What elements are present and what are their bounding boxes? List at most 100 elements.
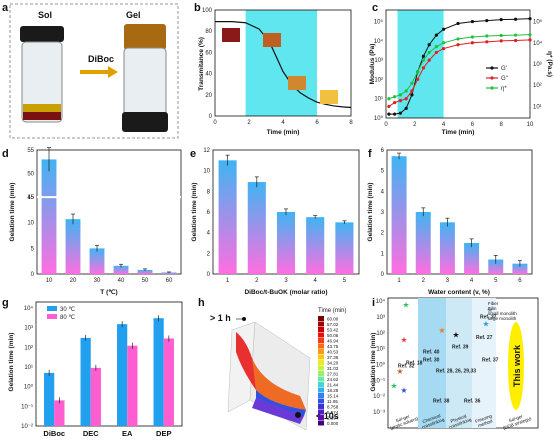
c-point-0	[470, 19, 474, 24]
e-bar	[276, 212, 296, 274]
i-y-tick: 10⁰	[376, 362, 386, 369]
c-point-2	[485, 34, 489, 38]
c-point-1	[416, 77, 420, 82]
f-x-tick: 6	[518, 278, 522, 284]
f-x-tick: 5	[494, 278, 498, 284]
c-y-label: Modulus (Pa)	[369, 44, 376, 85]
e-y-tick: 8	[207, 189, 211, 195]
f-y-tick: 5	[381, 169, 385, 175]
c-point-0	[387, 112, 391, 116]
i-y-label: Gelation time (min)	[370, 333, 377, 392]
c-x-label: Time (min)	[442, 129, 475, 136]
i-data-marker: ★	[486, 305, 493, 314]
h-colorbar-label: 27.81	[327, 372, 339, 377]
b-inset-photo-2	[263, 33, 281, 47]
e-y-tick: 4	[207, 231, 211, 237]
i-ref-label: Ref. 38	[433, 399, 450, 405]
e-bar	[335, 222, 354, 274]
c-point-1	[514, 38, 518, 43]
d-bar	[113, 265, 129, 274]
c-point-0	[514, 17, 518, 21]
c-point-0	[528, 17, 532, 21]
c-x-tick: 0	[384, 122, 388, 128]
i-ref-label: Ref. 37	[480, 315, 497, 321]
f-bar	[391, 156, 407, 274]
c-legend-label-0: G'	[501, 66, 507, 72]
f-y-label: Gelation time (min)	[367, 183, 374, 242]
d-y-tick: 0	[31, 272, 35, 278]
i-ref-label: Ref. 40	[423, 349, 440, 355]
d-plot-frame	[36, 149, 182, 275]
d-x-tick: 10	[46, 278, 53, 284]
c-point-1	[404, 97, 408, 101]
g-y-tick: 10²	[24, 345, 33, 351]
h-colorbar-label: 31.03	[327, 366, 339, 371]
i-ref-label: Ref. 37	[482, 357, 499, 363]
f-y-tick: 2	[381, 231, 385, 237]
c-x-tick: 6	[471, 122, 475, 128]
c-point-1	[387, 104, 391, 109]
panel-label-e: e	[190, 148, 196, 160]
f-y-tick: 4	[381, 189, 385, 195]
panel-label-a: a	[2, 2, 9, 14]
diboc-arrow-label: DiBoc	[88, 54, 114, 64]
c-y-right-label: η* (Pa.s)	[546, 51, 553, 77]
g-bar	[44, 372, 55, 426]
c-point-1	[442, 46, 446, 51]
gel-label: Gel	[126, 10, 141, 20]
b-inset-photo-3	[288, 76, 306, 90]
sol-vial-image	[20, 26, 64, 123]
c-y-tick: 10⁴	[374, 38, 384, 45]
g-legend-swatch-30	[47, 306, 57, 311]
i-x-tick: Freezing	[474, 413, 493, 424]
i-y-tick: 10⁻²	[373, 394, 385, 400]
f-y-tick: 0	[381, 272, 385, 278]
d-y-tick: 50	[27, 172, 34, 178]
c-point-0	[404, 106, 408, 110]
h-colorbar-swatch	[318, 365, 324, 371]
e-y-tick: 10	[203, 169, 210, 175]
c-legend: G' G'' η*	[486, 66, 508, 92]
c-point-2	[416, 70, 420, 74]
h-colorbar-label: 15.14	[327, 394, 339, 399]
i-data-marker: ★	[396, 367, 403, 376]
c-y-tick: 10³	[374, 58, 383, 64]
e-x-tick: 1	[226, 278, 230, 284]
c-legend-marker-2	[490, 86, 494, 90]
g-bar	[153, 318, 164, 426]
c-point-2	[421, 58, 426, 62]
e-x-tick: 2	[255, 278, 259, 284]
i-y-tick: 10¹	[376, 347, 385, 353]
b-y-label: Transmitance (%)	[198, 37, 205, 91]
g-plot-frame	[35, 301, 183, 427]
c-point-1	[528, 38, 532, 42]
h-colorbar-swatch	[318, 376, 324, 382]
b-inset-photo-1	[222, 28, 240, 42]
d-y-tick: 10	[27, 221, 34, 227]
c-legend-marker-1	[490, 76, 494, 80]
h-colorbar-label: 53.42	[327, 328, 339, 333]
e-y-label: Gelation time (min)	[191, 183, 198, 242]
i-data-marker: ★	[402, 301, 409, 310]
i-ref-label: Ref. 28, 26, 29,33	[436, 368, 476, 374]
h-annotation-over-1h: > 1 h	[210, 313, 231, 323]
b-y-tick: 60	[205, 50, 212, 56]
i-data-marker: ★	[390, 381, 397, 390]
panel-label-b: b	[194, 2, 201, 14]
panel-c: c 0 2 4 6 8 10 10⁰ 10¹ 10² 10³ 10⁴ 10⁵ 10¹ 10² 10³ 10⁴ 1…	[369, 2, 553, 136]
h-colorbar-label: 8.758	[327, 405, 339, 410]
c-legend-marker-0	[490, 66, 494, 70]
c-point-1	[499, 39, 503, 43]
d-y-tick: 55	[27, 148, 34, 154]
h-colorbar-label: 60.00	[327, 317, 339, 322]
c-x-tick: 4	[442, 122, 446, 128]
c-point-0	[442, 27, 446, 31]
c-legend-label-1: G''	[501, 76, 508, 82]
b-y-tick: 40	[205, 72, 212, 78]
h-colorbar-swatch	[318, 371, 324, 376]
h-colorbar-label: 0.000	[327, 421, 339, 426]
c-y-right-tick: 10³	[533, 62, 542, 68]
h-colorbar-swatch	[318, 404, 324, 409]
b-x-tick: 0	[213, 120, 217, 126]
panel-h: h > 1 h < 10s Time (min) 60.0057.0253.42…	[198, 297, 346, 431]
